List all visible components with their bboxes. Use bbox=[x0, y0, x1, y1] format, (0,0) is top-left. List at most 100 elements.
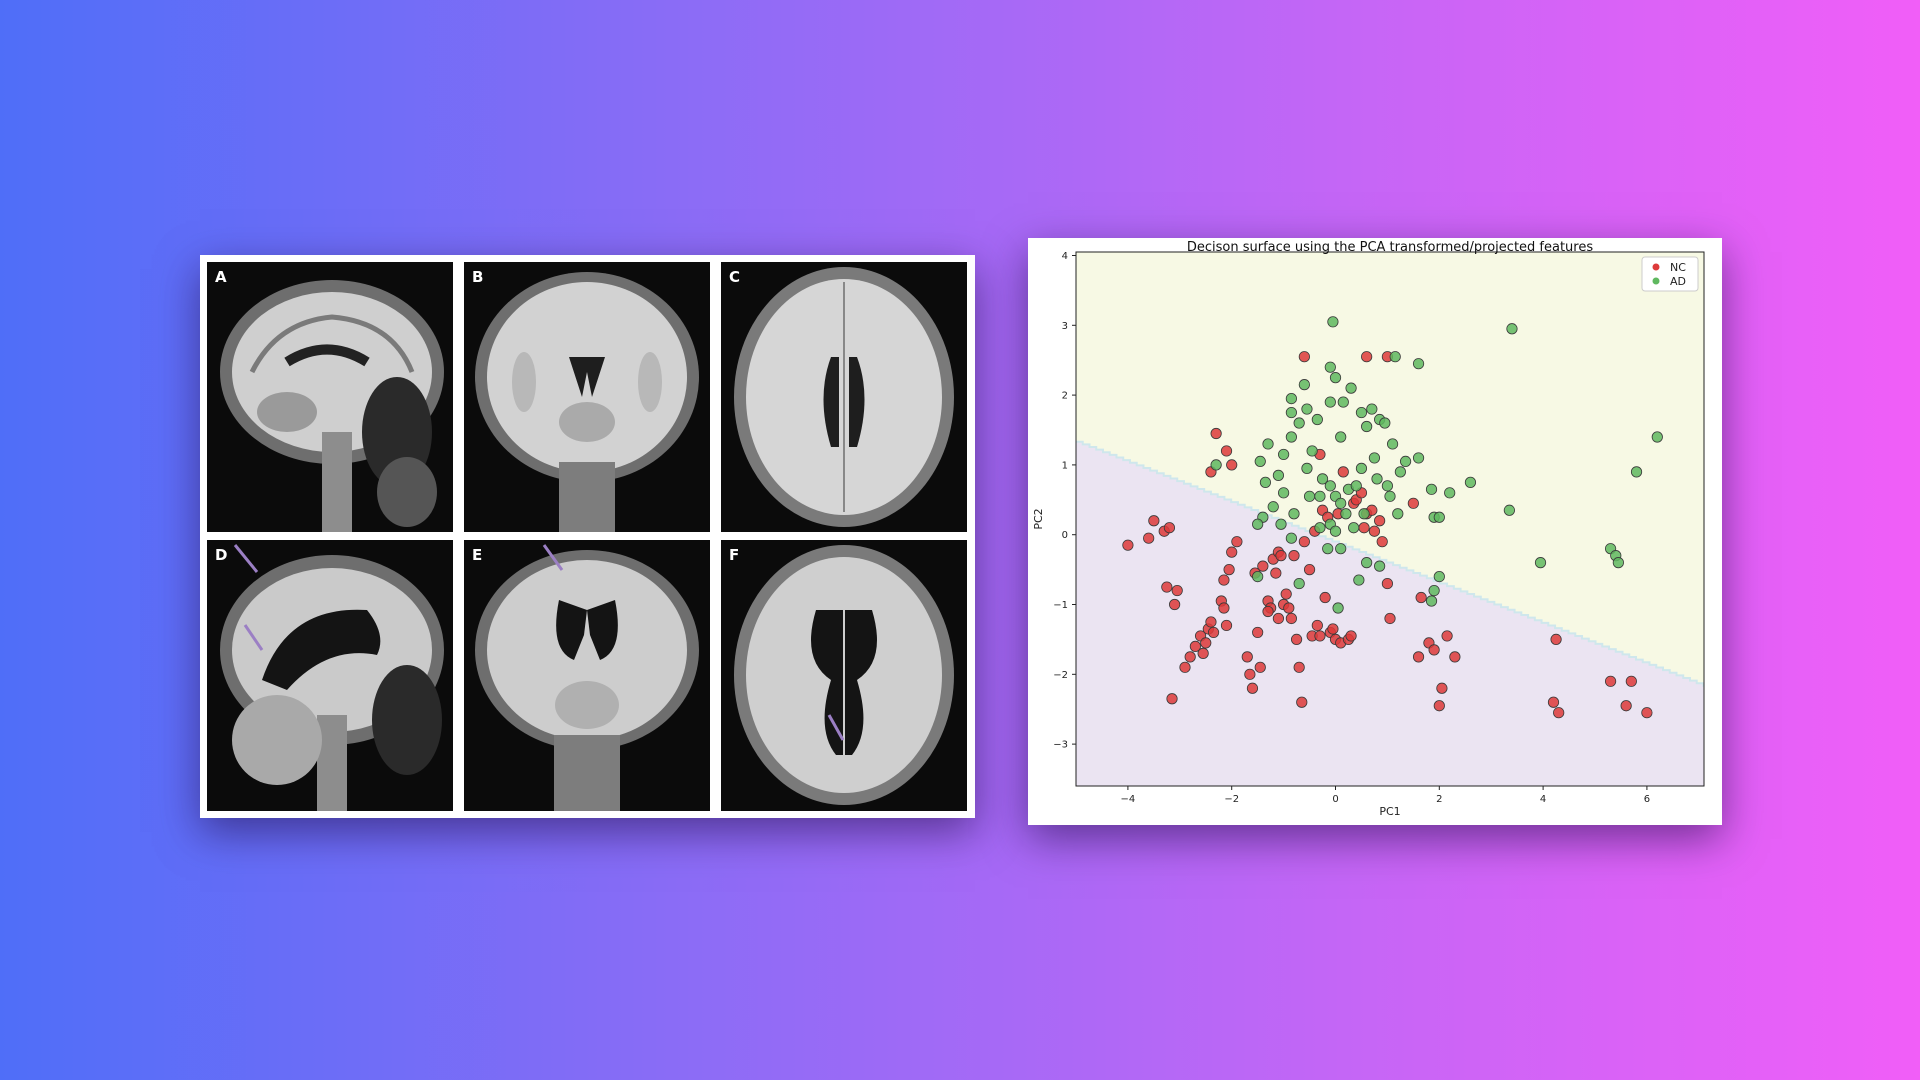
point-ad bbox=[1285, 431, 1297, 443]
point-ad bbox=[1428, 584, 1440, 597]
point-nc bbox=[1210, 427, 1222, 440]
point-ad bbox=[1285, 392, 1297, 405]
decision-surface-chart: −4 −2 0 2 4 6 −3 −2 −1 0 1 2 3 4 Decison surface usin… bbox=[1028, 238, 1722, 825]
point-ad bbox=[1322, 543, 1334, 555]
point-ad bbox=[1348, 522, 1360, 534]
point-ad bbox=[1433, 570, 1445, 583]
point-ad bbox=[1358, 508, 1370, 520]
point-ad bbox=[1386, 438, 1399, 450]
point-ad bbox=[1275, 518, 1287, 530]
point-nc bbox=[1449, 651, 1461, 663]
point-nc bbox=[1311, 619, 1323, 632]
point-ad bbox=[1298, 379, 1310, 391]
point-nc bbox=[1254, 661, 1266, 673]
y-tick-label: 0 bbox=[1062, 530, 1068, 541]
point-ad bbox=[1337, 396, 1349, 408]
point-nc bbox=[1553, 707, 1565, 719]
point-ad bbox=[1324, 396, 1336, 408]
point-nc bbox=[1319, 591, 1331, 604]
point-ad bbox=[1301, 462, 1313, 474]
point-nc bbox=[1246, 682, 1259, 694]
point-nc bbox=[1314, 630, 1326, 642]
point-nc bbox=[1550, 633, 1562, 646]
mri-panel-c: C bbox=[721, 262, 967, 532]
point-ad bbox=[1444, 487, 1456, 499]
y-tick-label: −3 bbox=[1053, 740, 1068, 751]
point-ad bbox=[1262, 438, 1274, 450]
point-nc bbox=[1218, 574, 1230, 586]
y-tick-label: 1 bbox=[1062, 460, 1068, 471]
y-tick-label: 2 bbox=[1062, 391, 1068, 402]
point-nc bbox=[1223, 564, 1235, 576]
point-ad bbox=[1425, 595, 1438, 607]
point-ad bbox=[1368, 452, 1381, 464]
point-nc bbox=[1604, 675, 1617, 687]
point-nc bbox=[1241, 651, 1253, 663]
point-ad bbox=[1316, 473, 1329, 485]
panel-letter: B bbox=[472, 268, 484, 286]
legend-label-ad: AD bbox=[1670, 275, 1686, 288]
point-ad bbox=[1394, 466, 1406, 478]
point-ad bbox=[1335, 431, 1347, 443]
point-ad bbox=[1278, 487, 1290, 499]
point-nc bbox=[1205, 616, 1217, 628]
point-nc bbox=[1296, 696, 1308, 708]
point-ad bbox=[1425, 483, 1438, 495]
point-ad bbox=[1278, 448, 1290, 461]
point-nc bbox=[1290, 633, 1303, 646]
point-ad bbox=[1335, 497, 1347, 509]
point-nc bbox=[1288, 550, 1300, 562]
point-nc bbox=[1415, 591, 1427, 604]
point-nc bbox=[1283, 602, 1295, 614]
point-nc bbox=[1547, 696, 1560, 708]
brain-sagittal-atrophy-image bbox=[220, 544, 444, 811]
point-nc bbox=[1163, 522, 1176, 534]
point-nc bbox=[1293, 661, 1305, 673]
point-ad bbox=[1371, 473, 1383, 485]
legend-marker-nc bbox=[1652, 263, 1660, 271]
data-points bbox=[1122, 316, 1663, 719]
point-ad bbox=[1272, 469, 1285, 481]
point-nc bbox=[1358, 522, 1370, 534]
y-tick-label: 4 bbox=[1062, 251, 1068, 262]
point-nc bbox=[1272, 612, 1285, 625]
point-nc bbox=[1122, 539, 1134, 551]
point-nc bbox=[1218, 602, 1230, 614]
brain-coronal-atrophy-image bbox=[475, 544, 699, 811]
plot-frame bbox=[1075, 251, 1705, 787]
point-nc bbox=[1257, 560, 1269, 572]
point-nc bbox=[1226, 459, 1238, 471]
y-tick-label: 3 bbox=[1062, 321, 1068, 332]
point-nc bbox=[1220, 445, 1233, 457]
point-ad bbox=[1353, 574, 1365, 586]
y-tick-label: −2 bbox=[1053, 670, 1068, 681]
point-ad bbox=[1384, 490, 1396, 502]
x-tick-label: 4 bbox=[1540, 794, 1546, 805]
point-nc bbox=[1381, 577, 1394, 590]
point-nc bbox=[1441, 630, 1453, 642]
mri-panel-e: E bbox=[464, 540, 710, 811]
point-nc bbox=[1280, 588, 1292, 600]
point-nc bbox=[1270, 567, 1282, 579]
panel-letter: F bbox=[729, 546, 740, 564]
point-nc bbox=[1244, 668, 1256, 680]
mri-figure: A B C bbox=[200, 255, 975, 818]
point-ad bbox=[1381, 480, 1394, 492]
panel-letter: E bbox=[472, 546, 483, 564]
brain-axial-atrophy-image bbox=[734, 545, 954, 805]
point-ad bbox=[1324, 480, 1336, 492]
arrow-icon bbox=[243, 624, 264, 651]
point-ad bbox=[1329, 372, 1342, 384]
point-nc bbox=[1143, 532, 1155, 544]
point-ad bbox=[1252, 570, 1264, 583]
point-nc bbox=[1275, 550, 1287, 562]
chart-canvas: −4 −2 0 2 4 6 −3 −2 −1 0 1 2 3 4 Decison surface usin… bbox=[1032, 240, 1705, 818]
point-ad bbox=[1506, 323, 1518, 335]
point-ad bbox=[1314, 490, 1326, 502]
point-ad bbox=[1285, 406, 1297, 419]
point-ad bbox=[1324, 361, 1336, 373]
point-ad bbox=[1379, 417, 1391, 429]
point-ad bbox=[1630, 466, 1643, 478]
point-ad bbox=[1464, 476, 1477, 488]
point-ad bbox=[1293, 577, 1305, 590]
